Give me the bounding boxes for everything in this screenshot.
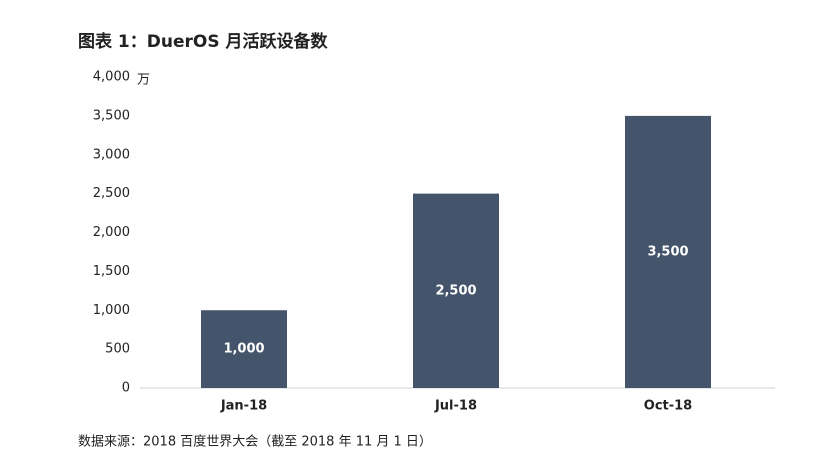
data-label: 2,500 (435, 283, 476, 298)
source-note: 数据来源：2018 百度世界大会（截至 2018 年 11 月 1 日） (78, 434, 432, 450)
y-unit-label: 万 (137, 73, 150, 88)
x-tick-label: Jul-18 (434, 399, 477, 414)
data-label: 1,000 (223, 342, 264, 357)
x-tick-label: Jan-18 (220, 399, 267, 414)
y-tick-label: 0 (122, 381, 130, 396)
bar (625, 115, 711, 388)
y-tick-label: 2,000 (93, 225, 130, 240)
bar (413, 193, 499, 388)
y-tick-label: 3,000 (93, 147, 130, 162)
y-tick-label: 2,500 (93, 186, 130, 201)
data-label: 3,500 (647, 244, 688, 259)
x-tick-label: Oct-18 (644, 399, 692, 414)
y-tick-label: 3,500 (93, 108, 130, 123)
bar (201, 310, 287, 388)
chart-title: 图表 1：DuerOS 月活跃设备数 (78, 31, 328, 52)
y-tick-label: 1,000 (93, 303, 130, 318)
y-tick-label: 4,000 (93, 70, 130, 85)
y-tick-label: 1,500 (93, 264, 130, 279)
y-tick-label: 500 (105, 342, 130, 357)
